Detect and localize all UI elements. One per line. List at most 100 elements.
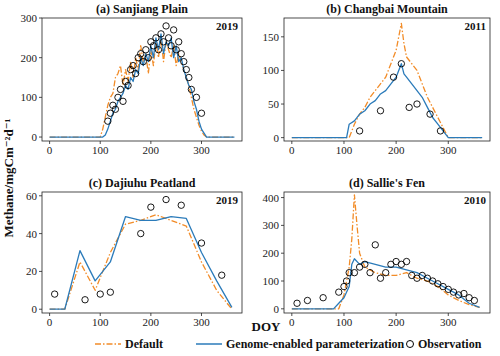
y-tick-label: 300 <box>263 219 280 231</box>
y-tick-label: 400 <box>263 192 280 204</box>
y-tick-label: 100 <box>21 91 38 103</box>
observation-point <box>97 291 103 297</box>
y-tick-label: 100 <box>263 64 280 76</box>
observation-point <box>372 242 378 248</box>
series-line <box>292 64 482 138</box>
observation-point <box>471 297 477 303</box>
y-tick-label: 50 <box>268 98 280 110</box>
y-tick-label: 0 <box>274 303 280 315</box>
x-tick-label: 200 <box>143 144 160 156</box>
observation-point <box>155 47 161 53</box>
observation-point <box>198 110 204 116</box>
observation-point <box>120 98 126 104</box>
x-tick-label: 200 <box>143 316 160 328</box>
x-tick-label: 300 <box>193 316 210 328</box>
y-tick <box>281 308 284 309</box>
x-axis-label: DOY <box>252 319 282 334</box>
y-tick <box>39 309 42 310</box>
year-annotation: 2011 <box>465 20 486 32</box>
x-tick-label: 300 <box>440 144 457 156</box>
y-tick-label: 200 <box>21 52 38 64</box>
x-tick-label: 100 <box>92 316 109 328</box>
panel-title: (b) Changbai Mountain <box>326 2 448 16</box>
observation-point <box>193 94 199 100</box>
series-line <box>50 38 235 137</box>
observation-point <box>336 289 342 295</box>
observation-point <box>138 230 144 236</box>
y-tick <box>281 36 284 37</box>
observation-point <box>320 295 326 301</box>
panel: 0 100 200 300 0 100 200 300 (a) Sanjiang Plain 20… <box>21 2 243 156</box>
observation-point <box>183 66 189 72</box>
x-tick-label: 300 <box>193 144 210 156</box>
observation-point <box>362 261 368 267</box>
y-tick <box>281 70 284 71</box>
y-tick <box>281 197 284 198</box>
legend: DefaultGenome-enabled parameterizationOb… <box>95 337 482 351</box>
series-line <box>292 195 480 309</box>
legend-marker <box>407 341 414 348</box>
y-tick-label: 100 <box>263 275 280 287</box>
legend-line <box>196 343 222 345</box>
panel-title: (a) Sanjiang Plain <box>96 2 188 16</box>
x-tick-label: 100 <box>92 144 109 156</box>
y-tick <box>281 253 284 254</box>
y-tick <box>39 57 42 58</box>
observation-point <box>132 70 138 76</box>
x-tick-label: 100 <box>336 316 353 328</box>
series-line <box>292 23 482 137</box>
y-tick <box>281 137 284 138</box>
observation-point <box>406 104 412 110</box>
x-tick-label: 200 <box>388 316 405 328</box>
x-tick-label: 200 <box>388 144 405 156</box>
observation-point <box>356 128 362 134</box>
plot-frame <box>42 192 242 313</box>
observation-point <box>398 61 404 67</box>
y-tick-label: 0 <box>32 131 38 143</box>
observation-point <box>343 278 349 284</box>
x-tick-label: 0 <box>289 144 295 156</box>
year-annotation: 2019 <box>216 194 239 206</box>
y-tick-label: 300 <box>21 12 38 24</box>
y-tick-label: 150 <box>263 31 280 43</box>
data-group <box>292 23 482 137</box>
plot-frame <box>284 18 490 141</box>
observation-point <box>188 86 194 92</box>
observation-point <box>82 297 88 303</box>
observation-point <box>304 297 310 303</box>
observation-point <box>390 74 396 80</box>
series-line <box>50 215 232 310</box>
observation-point <box>367 269 373 275</box>
x-tick-label: 0 <box>289 316 295 328</box>
observation-point <box>294 300 300 306</box>
x-tick-label: 0 <box>47 144 53 156</box>
y-tick <box>281 225 284 226</box>
plot-frame <box>42 18 242 141</box>
data-group <box>50 23 235 137</box>
observation-point <box>51 291 57 297</box>
y-tick <box>39 137 42 138</box>
y-tick <box>281 281 284 282</box>
observation-point <box>105 118 111 124</box>
observation-point <box>382 269 388 275</box>
y-tick-label: 20 <box>26 265 38 277</box>
y-tick-label: 0 <box>274 132 280 144</box>
legend-label: Genome-enabled parameterization <box>226 337 405 351</box>
y-tick-label: 40 <box>26 228 38 240</box>
observation-point <box>414 101 420 107</box>
plot-frame <box>284 192 490 313</box>
y-tick-label: 60 <box>26 190 38 202</box>
y-tick-label: 0 <box>32 303 38 315</box>
observation-point <box>377 108 383 114</box>
observation-point <box>158 31 164 37</box>
observation-point <box>148 204 154 210</box>
y-tick <box>39 18 42 19</box>
observation-point <box>117 86 123 92</box>
y-tick <box>281 104 284 105</box>
observation-point <box>181 58 187 64</box>
observation-point <box>107 289 113 295</box>
observation-point <box>170 27 176 33</box>
year-annotation: 2019 <box>216 20 239 32</box>
observation-point <box>178 202 184 208</box>
observation-point <box>165 35 171 41</box>
